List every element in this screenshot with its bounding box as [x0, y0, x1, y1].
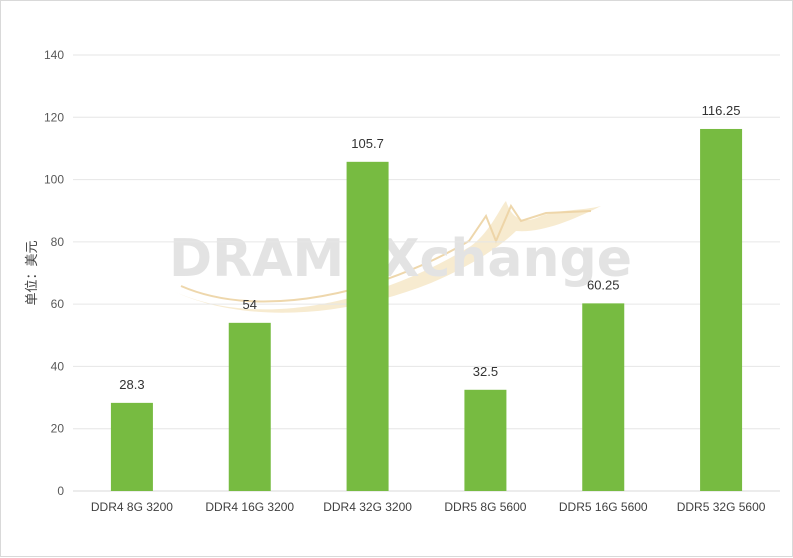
x-category-label: DDR4 16G 3200 [205, 500, 294, 514]
x-category-label: DDR4 8G 3200 [91, 500, 173, 514]
bar [346, 161, 389, 491]
y-axis-label: 单位：美元 [25, 240, 40, 305]
y-tick-label: 140 [44, 48, 64, 62]
data-label: 54 [243, 297, 257, 312]
gridlines [73, 54, 780, 492]
bar [228, 322, 271, 491]
data-label: 32.5 [473, 364, 498, 379]
y-tick-label: 40 [51, 359, 65, 373]
bar [464, 389, 507, 491]
y-tick-label: 100 [44, 173, 64, 187]
x-category-label: DDR4 32G 3200 [323, 500, 412, 514]
bar [110, 402, 153, 491]
y-tick-label: 20 [51, 422, 65, 436]
data-label: 116.25 [702, 103, 741, 118]
y-tick-label: 80 [51, 235, 65, 249]
bars [110, 128, 743, 491]
y-tick-label: 0 [57, 484, 64, 498]
data-label: 105.7 [351, 136, 384, 151]
watermark-text: DRAMeXchange [169, 229, 632, 289]
y-tick-label: 60 [51, 297, 65, 311]
data-label: 28.3 [119, 377, 144, 392]
x-category-label: DDR5 32G 5600 [677, 500, 766, 514]
x-category-label: DDR5 8G 5600 [444, 500, 526, 514]
bar [582, 303, 625, 491]
bar [700, 128, 743, 491]
y-axis-ticks: 0 20 40 60 80 100 120 140 [44, 48, 64, 498]
x-category-label: DDR5 16G 5600 [559, 500, 648, 514]
data-label: 60.25 [587, 277, 620, 292]
watermark-swoosh [173, 201, 601, 313]
y-tick-label: 120 [44, 110, 64, 124]
data-labels: 28.3 54 105.7 32.5 60.25 116.25 [119, 103, 740, 392]
watermark: DRAMeXchange [169, 201, 632, 313]
x-axis-categories: DDR4 8G 3200 DDR4 16G 3200 DDR4 32G 3200 DD… [91, 500, 766, 514]
